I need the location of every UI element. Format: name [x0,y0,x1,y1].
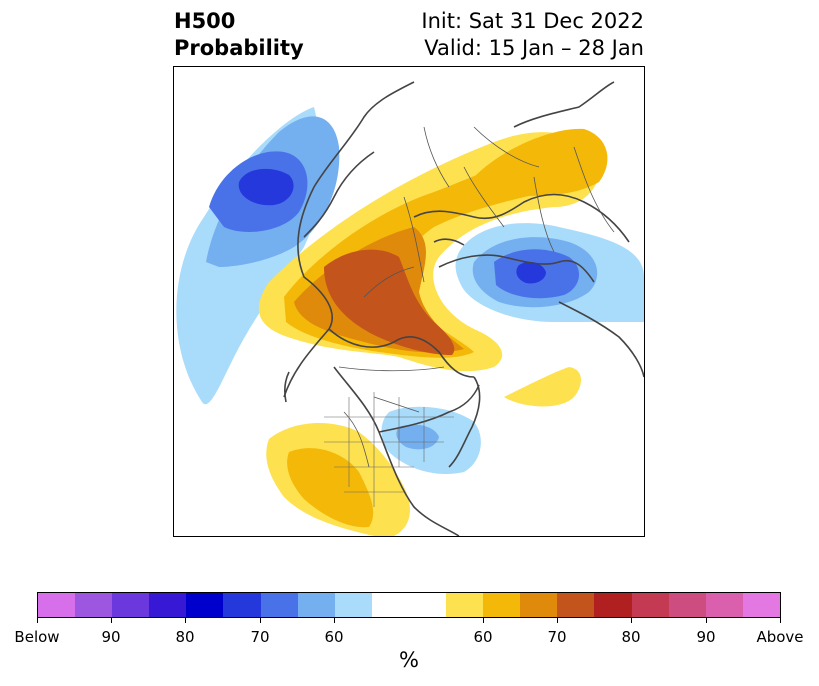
region-scandinavia-low [455,223,644,322]
chart-dates: Init: Sat 31 Dec 2022 Valid: 15 Jan – 28… [421,8,644,62]
country-borders [338,126,615,468]
tick-label-above: Above [756,628,804,646]
tick-label: 80 [621,628,641,646]
tick-label: 90 [101,628,121,646]
tick-mark [631,618,632,623]
tick-mark [483,618,484,623]
region-eurasia-arctic-high [470,128,608,196]
valid-range: Valid: 15 Jan – 28 Jan [424,36,644,60]
title-measure: Probability [174,36,304,60]
colorbar-segment [112,593,150,617]
tick-mark [260,618,261,623]
colorbar-segment [334,593,372,617]
colorbar-segment [742,593,780,617]
colorbar-segment [260,593,298,617]
colorbar-segment [668,593,706,617]
colorbar-segment [75,593,113,617]
tick-label: 60 [324,628,344,646]
colorbar-segment [705,593,743,617]
tick-label: 70 [547,628,567,646]
colorbar-segment [371,593,447,617]
region-north-pacific-low [176,107,340,405]
colorbar-segment [520,593,558,617]
colorbar-segment [446,593,484,617]
colorbar [37,592,781,618]
tick-mark [334,618,335,623]
init-date: Init: Sat 31 Dec 2022 [421,9,644,33]
colorbar-segment [186,593,224,617]
tick-label: 90 [696,628,716,646]
tick-label-below: Below [14,628,60,646]
colorbar-segment [557,593,595,617]
chart-title: H500 Probability [174,8,304,62]
colorbar-segment [483,593,521,617]
tick-mark [706,618,707,623]
colorbar-segment [223,593,261,617]
colorbar-unit: % [399,648,419,672]
title-variable: H500 [174,9,236,33]
colorbar-segment [594,593,632,617]
colorbar-segment [631,593,669,617]
tick-label: 70 [250,628,270,646]
tick-mark [780,618,781,623]
tick-label: 60 [473,628,493,646]
map-svg [176,81,644,536]
tick-label: 80 [175,628,195,646]
tick-mark [37,618,38,623]
colorbar-segment [38,593,76,617]
tick-mark [185,618,186,623]
probability-map [173,66,645,537]
coastline-outline [283,81,644,536]
colorbar-segment [297,593,335,617]
tick-mark [557,618,558,623]
state-borders [324,392,454,507]
tick-mark [111,618,112,623]
colorbar-segment [149,593,187,617]
